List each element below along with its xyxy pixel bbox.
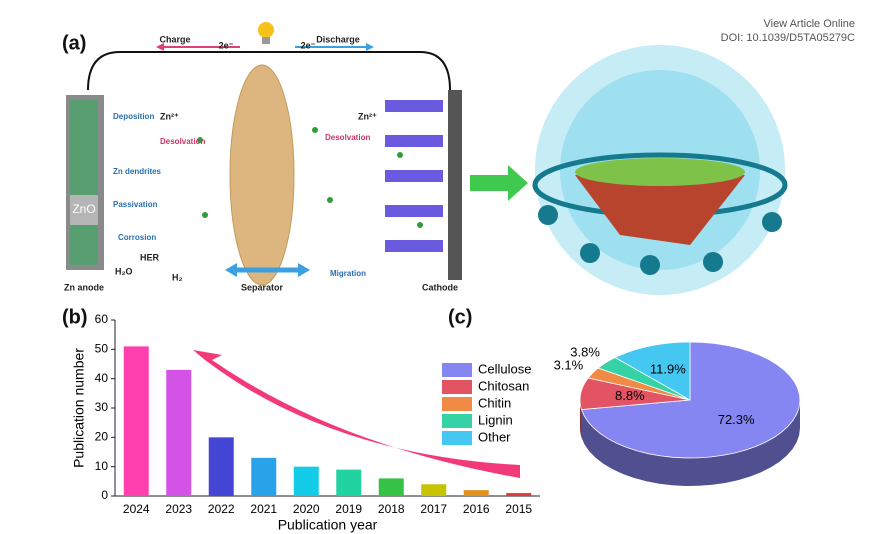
legend-swatch (442, 414, 472, 428)
value-label: 72.3% (718, 412, 755, 427)
x-tick-label: 2016 (463, 502, 490, 516)
bar (421, 484, 447, 496)
value-label: 11.9% (650, 362, 686, 377)
bar (251, 457, 277, 496)
bar (506, 493, 532, 496)
x-tick-label: 2019 (335, 502, 362, 516)
pie-side (581, 400, 800, 486)
y-tick-label: 0 (101, 488, 108, 502)
diagram-label: H₂ (172, 272, 183, 282)
pie-slice (579, 377, 691, 410)
diagram-label: Discharge (316, 34, 360, 44)
diagram-label: Zn anode (64, 282, 104, 292)
diagram-label: Desolvation (160, 137, 205, 146)
bar (123, 346, 149, 496)
diagram-label: Zn²⁺ (358, 111, 377, 121)
diagram-label: ZnO (72, 202, 95, 216)
diagram-label: Separator (241, 282, 284, 292)
y-tick-label: 30 (95, 400, 109, 414)
x-tick-label: 2022 (208, 502, 235, 516)
panel-label: (b) (62, 306, 88, 328)
bar (208, 437, 234, 496)
trend-arrow (193, 350, 520, 478)
bar (166, 369, 192, 496)
pie-slice (587, 367, 691, 401)
x-tick-label: 2021 (250, 502, 277, 516)
y-tick-label: 60 (95, 312, 109, 326)
bar (378, 478, 404, 496)
diagram-label: Corrosion (118, 233, 156, 242)
panel-label: (a) (62, 32, 86, 54)
diagram-label: Passivation (113, 200, 158, 209)
diagram-label: H₂O (115, 266, 133, 276)
bar (336, 469, 362, 496)
diagram-label: Migration (330, 269, 366, 278)
pie-slice (614, 341, 691, 401)
legend-swatch (442, 363, 472, 377)
y-tick-label: 10 (95, 459, 109, 473)
diagram-label: 2e⁻ (301, 40, 316, 50)
y-tick-label: 40 (95, 371, 109, 385)
doi: DOI: 10.1039/D5TA05279C (721, 32, 855, 44)
x-tick-label: 2023 (165, 502, 192, 516)
pie-slice (580, 341, 801, 459)
legend-swatch (442, 431, 472, 445)
diagram-label: HER (140, 252, 160, 262)
view-link[interactable]: View Article Online (763, 18, 855, 30)
legend-label: Lignin (478, 412, 513, 427)
y-axis-label: Publication number (71, 348, 87, 468)
legend-label: Other (478, 429, 511, 444)
diagram-label: Deposition (113, 112, 154, 121)
legend-label: Chitosan (478, 378, 529, 393)
diagram-label: Cathode (422, 282, 458, 292)
bar (463, 490, 489, 496)
value-label: 3.8% (570, 345, 600, 360)
x-tick-label: 2018 (378, 502, 405, 516)
x-axis-label: Publication year (278, 517, 378, 533)
x-tick-label: 2015 (505, 502, 532, 516)
legend-swatch (442, 397, 472, 411)
legend-label: Chitin (478, 395, 511, 410)
diagram-label: Desolvation (325, 133, 370, 142)
diagram-label: Charge (159, 34, 190, 44)
bar (293, 466, 319, 496)
battery-diagram (66, 22, 788, 295)
diagram-label: Zn²⁺ (160, 111, 179, 121)
x-tick-label: 2024 (123, 502, 150, 516)
pie-slice (597, 357, 691, 401)
x-tick-label: 2020 (293, 502, 320, 516)
legend-label: Cellulose (478, 361, 531, 376)
y-tick-label: 50 (95, 342, 109, 356)
value-label: 3.1% (554, 358, 584, 373)
x-tick-label: 2017 (420, 502, 447, 516)
legend-swatch (442, 380, 472, 394)
panel-label: (c) (448, 306, 472, 328)
y-tick-label: 20 (95, 430, 109, 444)
diagram-label: 2e⁻ (219, 40, 234, 50)
diagram-label: Zn dendrites (113, 167, 162, 176)
value-label: 8.8% (615, 388, 645, 403)
